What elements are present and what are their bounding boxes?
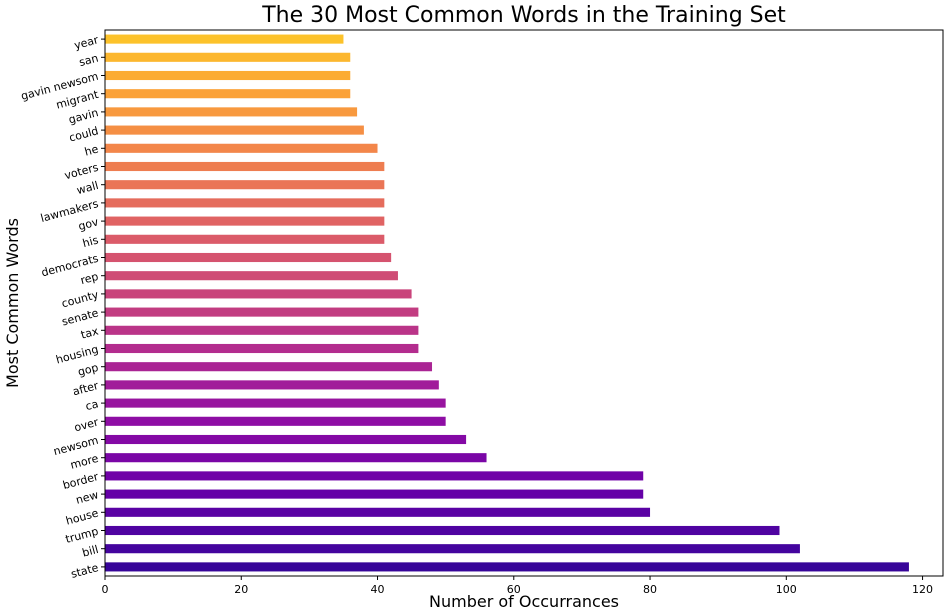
- y-tick-label: year: [73, 33, 101, 52]
- bar-after: [105, 380, 439, 390]
- y-tick-group: statebilltrumphousenewbordermorenewsomov…: [19, 33, 105, 581]
- bar-senate: [105, 307, 419, 317]
- y-tick-label: he: [83, 142, 100, 158]
- x-tick-label: 40: [371, 583, 385, 596]
- bar-tax: [105, 325, 419, 335]
- y-axis-label: Most Common Words: [3, 218, 22, 388]
- y-tick-label: gavin: [67, 106, 100, 126]
- bar-he: [105, 143, 378, 153]
- bar-lawmakers: [105, 198, 385, 208]
- bar-county: [105, 289, 412, 299]
- bar-gavin: [105, 107, 358, 117]
- x-tick-label: 60: [507, 583, 521, 596]
- bar-could: [105, 125, 364, 135]
- bar-border: [105, 471, 644, 481]
- bar-bill: [105, 544, 800, 554]
- bar-san: [105, 52, 351, 62]
- bar-voters: [105, 161, 385, 172]
- bar-democrats: [105, 252, 392, 263]
- bar-gov: [105, 216, 385, 226]
- bar-newsom: [105, 434, 467, 445]
- x-tick-label: 100: [776, 583, 797, 596]
- bar-new: [105, 489, 644, 499]
- y-tick-label: rep: [79, 270, 100, 287]
- y-tick-label: his: [81, 233, 100, 250]
- x-tick-label: 120: [912, 583, 933, 596]
- x-tick-group: 0 20 40 60 80 100 120: [102, 576, 933, 596]
- y-tick-label: over: [73, 415, 101, 434]
- bar-state: [105, 562, 909, 572]
- bar-gop: [105, 362, 433, 372]
- y-tick-label: wall: [75, 179, 99, 197]
- y-tick-label: more: [69, 452, 100, 472]
- bar-gavin-newsom: [105, 70, 351, 81]
- bar-migrant: [105, 89, 351, 99]
- plot-frame: [104, 29, 944, 577]
- x-axis-label: Number of Occurrances: [429, 592, 619, 611]
- y-tick-label: tax: [79, 324, 100, 341]
- bar-rep: [105, 271, 398, 281]
- y-tick-label: ca: [84, 397, 100, 413]
- y-tick-label: state: [70, 561, 101, 581]
- bar-house: [105, 507, 651, 517]
- chart-title: The 30 Most Common Words in the Training…: [261, 3, 786, 28]
- y-tick-label: after: [71, 379, 100, 398]
- x-tick-label: 0: [102, 583, 109, 596]
- bar-housing: [105, 343, 419, 354]
- bar-over: [105, 416, 446, 426]
- bar-his: [105, 234, 385, 244]
- x-tick-label: 20: [234, 583, 248, 596]
- y-tick-label: could: [68, 124, 100, 144]
- bar-trump: [105, 525, 780, 536]
- y-tick-label: san: [78, 51, 100, 69]
- bar-ca: [105, 398, 446, 408]
- y-tick-label: gop: [76, 361, 99, 379]
- bar-wall: [105, 180, 385, 190]
- bars-group: [105, 34, 909, 572]
- y-tick-label: bill: [81, 543, 100, 560]
- x-tick-label: 80: [643, 583, 657, 596]
- bar-year: [105, 34, 344, 44]
- y-tick-label: new: [74, 488, 99, 506]
- bar-more: [105, 453, 487, 463]
- y-tick-label: gov: [77, 215, 100, 233]
